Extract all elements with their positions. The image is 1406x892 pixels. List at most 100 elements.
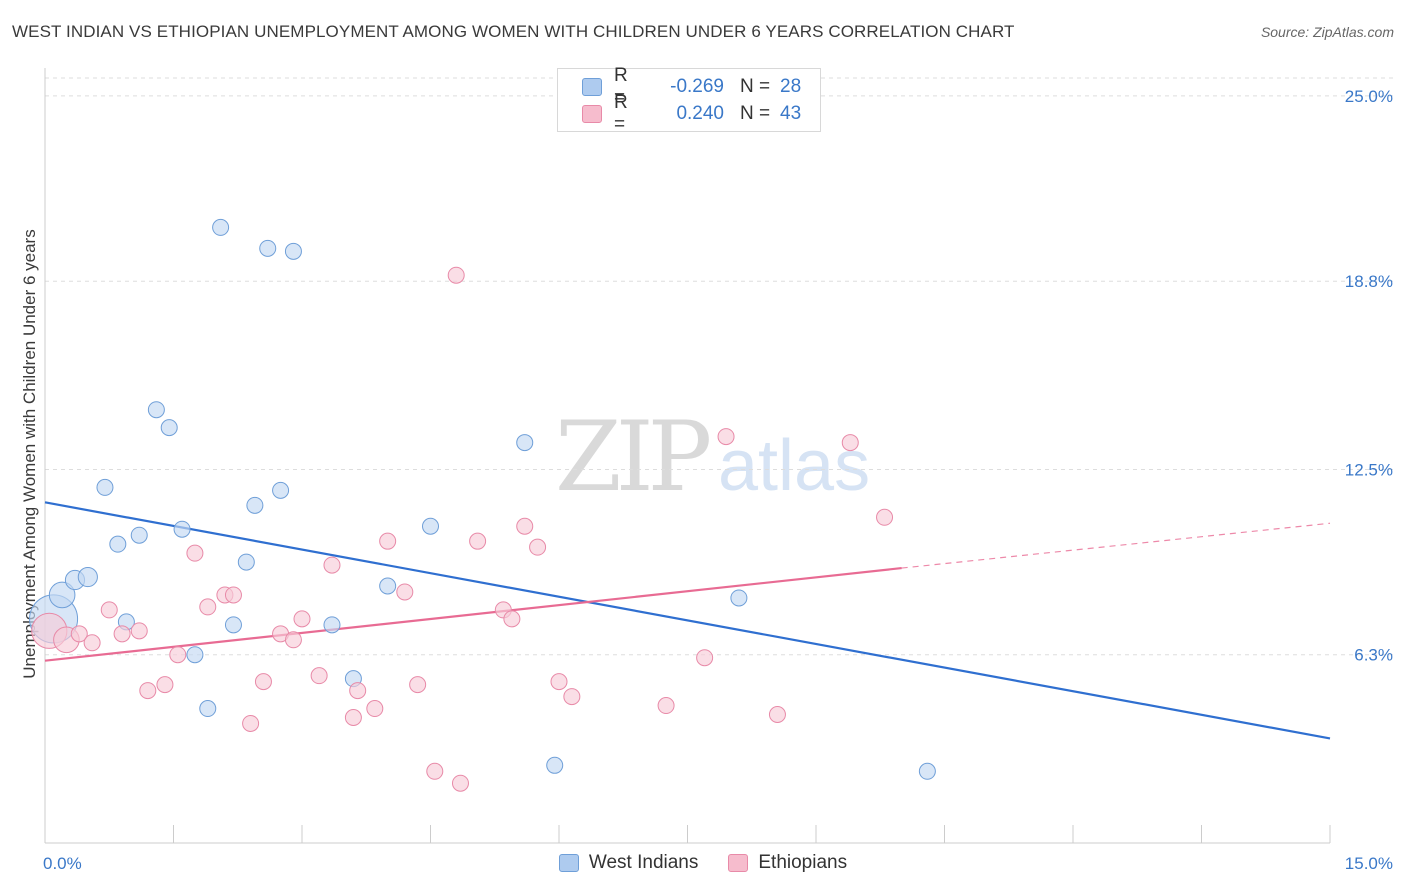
series-swatch-west-indians: [558, 854, 579, 872]
ethiopian-point: [550, 673, 568, 691]
ethiopian-point: [186, 544, 204, 562]
west-indian-point: [130, 526, 148, 544]
west-indian-point: [918, 762, 936, 780]
legend-n-label: N =: [740, 76, 771, 97]
ethiopian-point: [563, 688, 581, 706]
west-indian-point: [48, 581, 76, 609]
series-legend: West Indians Ethiopians: [0, 852, 1406, 874]
ethiopian-point: [130, 622, 148, 640]
data-points: [29, 218, 936, 792]
x-tick-labels: 0.0% 15.0%: [43, 854, 1393, 873]
ethiopian-point: [516, 517, 534, 535]
ethiopian-point: [657, 697, 675, 715]
ethiopian-point: [113, 625, 131, 643]
west-indian-point: [160, 419, 178, 437]
ethiopian-point: [529, 538, 547, 556]
ethiopian-point: [451, 774, 469, 792]
west-indian-point: [422, 517, 439, 535]
ethiopian-point: [876, 508, 894, 526]
ethiopian-point: [254, 673, 272, 691]
series-label: Ethiopians: [758, 852, 848, 873]
trend-lines: [44, 501, 1331, 740]
west-indian-point: [237, 553, 255, 571]
x-tick-label: 0.0%: [43, 854, 82, 873]
west-indian-point: [186, 646, 204, 664]
ethiopian-point: [344, 708, 362, 726]
axes: [44, 68, 1331, 844]
west-indian-point: [546, 756, 564, 774]
ethiopian-point: [379, 532, 397, 550]
west-indian-point: [77, 566, 98, 588]
ethiopian-point: [696, 649, 714, 667]
ethiopian-point: [293, 610, 311, 628]
west-indian-point: [379, 577, 397, 595]
ethiopian-point: [156, 676, 174, 694]
y-tick-label: 12.5%: [1345, 460, 1393, 479]
legend-n-value: 43: [780, 103, 802, 124]
ethiopian-point: [323, 556, 341, 574]
west-indian-point: [147, 401, 165, 419]
ethiopian-point: [841, 434, 859, 452]
ethiopian-point: [503, 610, 521, 628]
y-tick-label: 18.8%: [1345, 272, 1393, 291]
ethiopian-point: [199, 598, 217, 616]
series-swatch-ethiopians: [728, 854, 749, 872]
west-indian-point: [272, 481, 290, 499]
ethiopian-point: [349, 682, 367, 700]
y-tick-labels: 6.3% 12.5% 18.8% 25.0%: [1345, 87, 1393, 665]
west-indian-trend-line: [44, 501, 1331, 740]
ethiopian-point: [83, 634, 101, 652]
legend-row-ethiopians: R = 0.240 N = 43: [582, 92, 802, 135]
ethiopian-point: [768, 706, 786, 724]
ethiopian-point: [366, 700, 384, 718]
west-indian-point: [96, 478, 114, 496]
ethiopian-point: [242, 714, 260, 732]
west-indian-point: [224, 616, 242, 634]
ethiopian-trend-line-extension: [901, 522, 1331, 569]
legend-r-label: R =: [614, 65, 628, 108]
legend-swatch-ethiopians: [582, 105, 602, 123]
ethiopian-point: [310, 667, 328, 685]
correlation-legend: R = -0.269 N = 28 R = 0.240 N = 43: [557, 65, 821, 135]
west-indian-point: [730, 589, 748, 607]
west-indian-point: [246, 496, 264, 514]
series-legend-ethiopians[interactable]: Ethiopians: [728, 852, 847, 874]
ethiopian-point: [469, 532, 487, 550]
west-indian-point: [516, 434, 534, 452]
legend-n-value: 28: [780, 76, 802, 97]
series-label: West Indians: [588, 852, 699, 873]
ethiopian-point: [396, 583, 414, 601]
watermark-zip: ZIP: [555, 401, 710, 513]
legend-row-west-indians: R = -0.269 N = 28: [582, 65, 802, 108]
chart-title: WEST INDIAN VS ETHIOPIAN UNEMPLOYMENT AM…: [12, 22, 1015, 41]
ethiopian-point: [169, 646, 187, 664]
west-indian-point: [259, 239, 277, 257]
ethiopian-point: [409, 676, 427, 694]
legend-r-value: 0.240: [676, 103, 724, 124]
ethiopian-point: [426, 762, 444, 780]
ethiopian-point: [447, 266, 465, 284]
ethiopian-point: [100, 601, 118, 619]
west-indian-point: [284, 242, 302, 260]
ethiopian-point: [224, 586, 242, 604]
west-indian-point: [109, 535, 127, 553]
y-tick-label: 25.0%: [1345, 87, 1393, 106]
west-indian-point: [323, 616, 341, 634]
ethiopian-point: [284, 631, 302, 649]
x-tick-label: 15.0%: [1345, 854, 1393, 873]
legend-r-label: R =: [614, 92, 628, 135]
source-credit: Source: ZipAtlas.com: [1260, 24, 1394, 40]
y-tick-label: 6.3%: [1354, 646, 1393, 665]
ethiopian-trend-line: [44, 566, 902, 662]
watermark: ZIP atlas: [555, 401, 870, 513]
ethiopian-point: [717, 428, 735, 446]
ethiopian-point: [139, 682, 157, 700]
legend-n-label: N =: [740, 103, 771, 124]
legend-swatch-west-indians: [582, 78, 602, 96]
west-indian-point: [212, 218, 230, 236]
west-indian-point: [173, 520, 191, 538]
ethiopian-point: [70, 625, 88, 643]
west-indian-point: [199, 700, 217, 718]
series-legend-west-indians[interactable]: West Indians: [558, 852, 699, 874]
